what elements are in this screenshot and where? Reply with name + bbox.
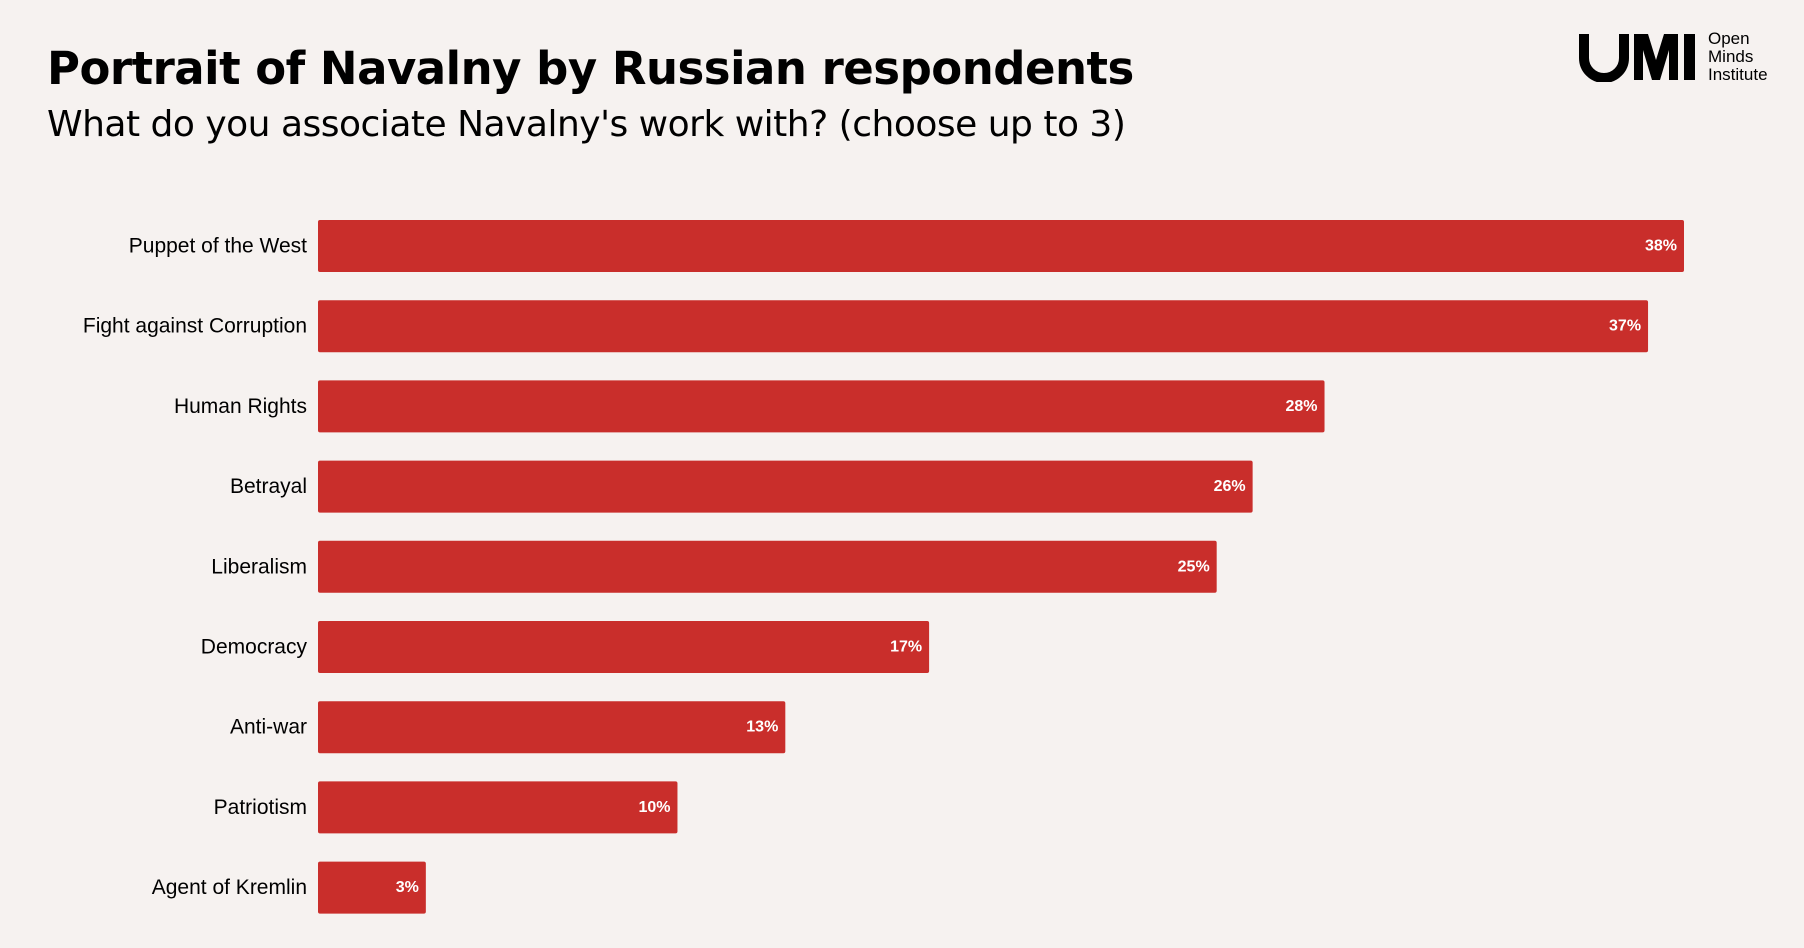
value-label-patriotism: 10%: [638, 799, 670, 816]
logo-line-open: Open: [1708, 29, 1750, 48]
bar-democracy: [318, 621, 930, 673]
category-label-liberalism: Liberalism: [211, 555, 307, 578]
omi-logo: Open Minds Institute: [1578, 30, 1778, 84]
bar-human-rights: [318, 380, 1325, 433]
bar-agent-of-kremlin: [318, 861, 426, 914]
category-label-puppet-of-the-west: Puppet of the West: [129, 235, 307, 258]
value-label-betrayal: 26%: [1214, 478, 1246, 495]
value-label-puppet-of-the-west: 38%: [1645, 238, 1677, 255]
bar-anti-war: [318, 701, 786, 754]
bar-puppet-of-the-west: [318, 220, 1684, 272]
category-label-agent-of-kremlin: Agent of Kremlin: [152, 876, 307, 899]
category-label-human-rights: Human Rights: [174, 395, 307, 418]
value-label-anti-war: 13%: [746, 719, 778, 736]
category-label-anti-war: Anti-war: [230, 716, 307, 739]
logo-wordmark: Open Minds Institute: [1708, 30, 1768, 84]
value-label-agent-of-kremlin: 3%: [396, 879, 419, 896]
bar-group: Puppet of the West 38% Fight against Corru…: [83, 220, 1684, 914]
chart-subtitle: What do you associate Navalny's work wit…: [47, 104, 1126, 145]
value-label-human-rights: 28%: [1285, 398, 1317, 415]
bar-fight-against-corruption: [318, 300, 1649, 353]
category-label-democracy: Democracy: [201, 636, 308, 659]
category-label-betrayal: Betrayal: [230, 475, 307, 498]
logo-line-minds: Minds: [1708, 47, 1754, 66]
category-label-fight-against-corruption: Fight against Corruption: [83, 315, 307, 338]
value-label-democracy: 17%: [890, 639, 922, 656]
bar-patriotism: [318, 781, 678, 834]
omi-logo-mark: [1579, 34, 1695, 82]
bar-liberalism: [318, 540, 1217, 593]
value-label-liberalism: 25%: [1178, 558, 1210, 575]
bar-betrayal: [318, 460, 1253, 513]
logo-line-institute: Institute: [1708, 65, 1768, 84]
value-label-fight-against-corruption: 37%: [1609, 318, 1641, 335]
chart-title: Portrait of Navalny by Russian responden…: [47, 42, 1134, 95]
category-label-patriotism: Patriotism: [214, 796, 307, 819]
